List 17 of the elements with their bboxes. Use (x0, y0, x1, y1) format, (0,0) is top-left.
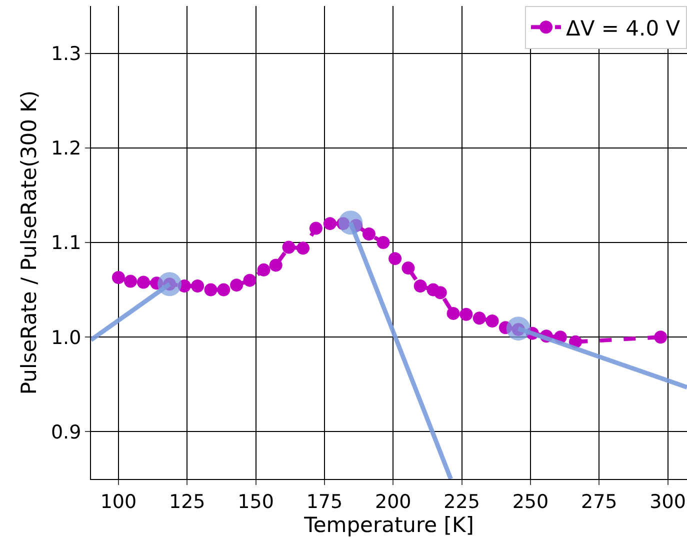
x-tick-label: 125 (168, 490, 206, 513)
legend-label: ΔV = 4.0 V (566, 16, 681, 40)
x-tick-label: 275 (580, 490, 618, 513)
y-tick-label: 1.0 (50, 326, 82, 349)
y-tick-label: 1.1 (50, 232, 82, 254)
x-tick-label: 300 (650, 490, 686, 513)
y-tick-label: 0.9 (50, 421, 82, 444)
y-tick-label: 1.3 (50, 42, 82, 65)
x-tick-label: 250 (512, 490, 549, 513)
x-tick-label: 100 (100, 490, 137, 513)
x-tick-label: 175 (306, 490, 343, 513)
y-tick-label: 1.2 (50, 138, 82, 160)
x-tick-label: 225 (444, 490, 480, 513)
x-axis-title: Temperature [K] (303, 512, 474, 537)
y-axis-title: PulseRate / PulseRate(300 K) (17, 90, 42, 395)
x-tick-label: 150 (238, 490, 274, 513)
x-tick-label: 200 (374, 490, 412, 513)
